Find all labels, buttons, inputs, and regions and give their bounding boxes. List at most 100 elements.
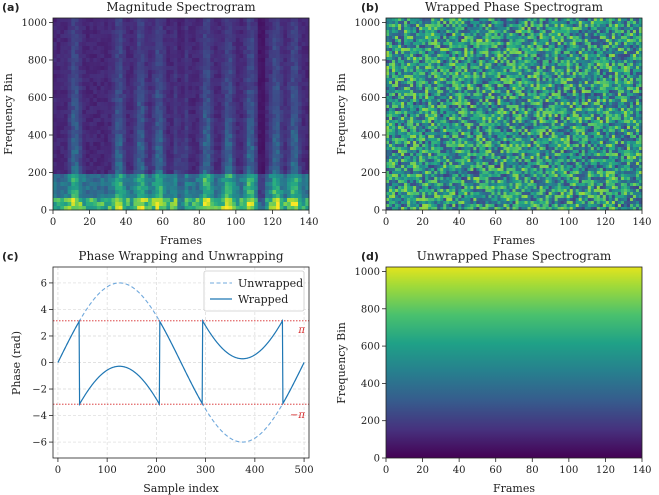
heatmap-cell bbox=[115, 46, 120, 51]
heatmap-cell bbox=[210, 86, 215, 91]
heatmap-cell bbox=[392, 48, 396, 52]
heatmap-cell bbox=[395, 27, 399, 31]
heatmap-cell bbox=[265, 90, 270, 95]
heatmap-cell bbox=[452, 195, 456, 199]
heatmap-cell bbox=[446, 87, 450, 91]
heatmap-cell bbox=[455, 42, 459, 46]
heatmap-cell bbox=[67, 34, 72, 39]
heatmap-cell bbox=[392, 96, 396, 100]
heatmap-cell bbox=[419, 66, 423, 70]
heatmap-cell bbox=[126, 114, 131, 119]
heatmap-cell bbox=[458, 90, 462, 94]
heatmap-cell bbox=[452, 207, 456, 211]
heatmap-cell bbox=[89, 46, 94, 51]
heatmap-cell bbox=[140, 174, 145, 179]
heatmap-cell bbox=[82, 194, 87, 199]
heatmap-cell bbox=[213, 146, 218, 151]
heatmap-cell bbox=[449, 183, 453, 187]
heatmap-cell bbox=[166, 74, 171, 79]
heatmap-cell bbox=[413, 42, 417, 46]
heatmap-cell bbox=[419, 90, 423, 94]
heatmap-cell bbox=[129, 170, 134, 175]
heatmap-cell bbox=[246, 198, 251, 203]
heatmap-cell bbox=[188, 50, 193, 55]
heatmap-cell bbox=[206, 22, 211, 27]
heatmap-cell bbox=[137, 186, 142, 191]
heatmap-cell bbox=[89, 22, 94, 27]
heatmap-cell bbox=[53, 78, 58, 83]
heatmap-cell bbox=[452, 105, 456, 109]
heatmap-cell bbox=[53, 50, 58, 55]
heatmap-cell bbox=[213, 94, 218, 99]
heatmap-cell bbox=[294, 54, 299, 59]
heatmap-cell bbox=[401, 189, 405, 193]
heatmap-cell bbox=[294, 194, 299, 199]
heatmap-cell bbox=[162, 82, 167, 87]
heatmap-cell bbox=[416, 195, 420, 199]
heatmap-cell bbox=[401, 123, 405, 127]
heatmap-cell bbox=[63, 54, 69, 59]
heatmap-cell bbox=[272, 114, 277, 119]
heatmap-cell bbox=[151, 38, 156, 43]
heatmap-cell bbox=[210, 90, 215, 95]
heatmap-cell bbox=[246, 114, 251, 119]
heatmap-cell bbox=[452, 33, 456, 37]
heatmap-cell bbox=[170, 194, 175, 199]
heatmap-cell bbox=[111, 66, 116, 71]
heatmap-cell bbox=[104, 186, 109, 191]
heatmap-cell bbox=[246, 150, 251, 155]
heatmap-cell bbox=[416, 189, 420, 193]
heatmap-cell bbox=[60, 170, 65, 175]
heatmap-cell bbox=[60, 30, 65, 35]
heatmap-cell bbox=[96, 194, 101, 199]
heatmap-cell bbox=[401, 69, 405, 73]
heatmap-cell bbox=[419, 78, 423, 82]
heatmap-cell bbox=[401, 42, 405, 46]
heatmap-cell bbox=[184, 38, 189, 43]
heatmap-cell bbox=[407, 144, 411, 148]
heatmap-cell bbox=[228, 26, 233, 31]
heatmap-cell bbox=[246, 158, 251, 163]
heatmap-cell bbox=[63, 146, 69, 151]
heatmap-cell bbox=[129, 98, 134, 103]
heatmap-cell bbox=[85, 78, 90, 83]
heatmap-cell bbox=[74, 58, 79, 63]
heatmap-cell bbox=[431, 120, 435, 124]
heatmap-cell bbox=[144, 94, 149, 99]
heatmap-cell bbox=[401, 147, 405, 151]
heatmap-cell bbox=[422, 39, 426, 43]
heatmap-cell bbox=[100, 26, 105, 31]
heatmap-cell bbox=[191, 94, 197, 99]
heatmap-cell bbox=[294, 38, 299, 43]
heatmap-cell bbox=[452, 189, 456, 193]
heatmap-cell bbox=[272, 42, 277, 47]
heatmap-cell bbox=[239, 110, 244, 115]
heatmap-cell bbox=[60, 194, 65, 199]
heatmap-cell bbox=[53, 98, 58, 103]
heatmap-cell bbox=[129, 82, 134, 87]
heatmap-cell bbox=[210, 198, 215, 203]
heatmap-cell bbox=[107, 26, 112, 31]
heatmap-cell bbox=[210, 58, 215, 63]
heatmap-cell bbox=[279, 146, 284, 151]
heatmap-cell bbox=[446, 81, 450, 85]
heatmap-cell bbox=[407, 129, 411, 133]
heatmap-cell bbox=[250, 30, 255, 35]
heatmap-cell bbox=[118, 38, 123, 43]
heatmap-cell bbox=[93, 38, 98, 43]
heatmap-cell bbox=[202, 102, 207, 107]
heatmap-cell bbox=[199, 142, 204, 147]
heatmap-cell bbox=[392, 72, 396, 76]
heatmap-cell bbox=[191, 134, 197, 139]
heatmap-cell bbox=[100, 46, 105, 51]
heatmap-cell bbox=[162, 162, 167, 167]
heatmap-cell bbox=[78, 186, 83, 191]
heatmap-cell bbox=[419, 132, 423, 136]
heatmap-cell bbox=[437, 27, 441, 31]
heatmap-cell bbox=[401, 150, 405, 154]
heatmap-cell bbox=[217, 74, 222, 79]
heatmap-cell bbox=[389, 72, 393, 76]
heatmap-cell bbox=[195, 114, 200, 119]
heatmap-cell bbox=[104, 178, 109, 183]
heatmap-cell bbox=[422, 81, 426, 85]
